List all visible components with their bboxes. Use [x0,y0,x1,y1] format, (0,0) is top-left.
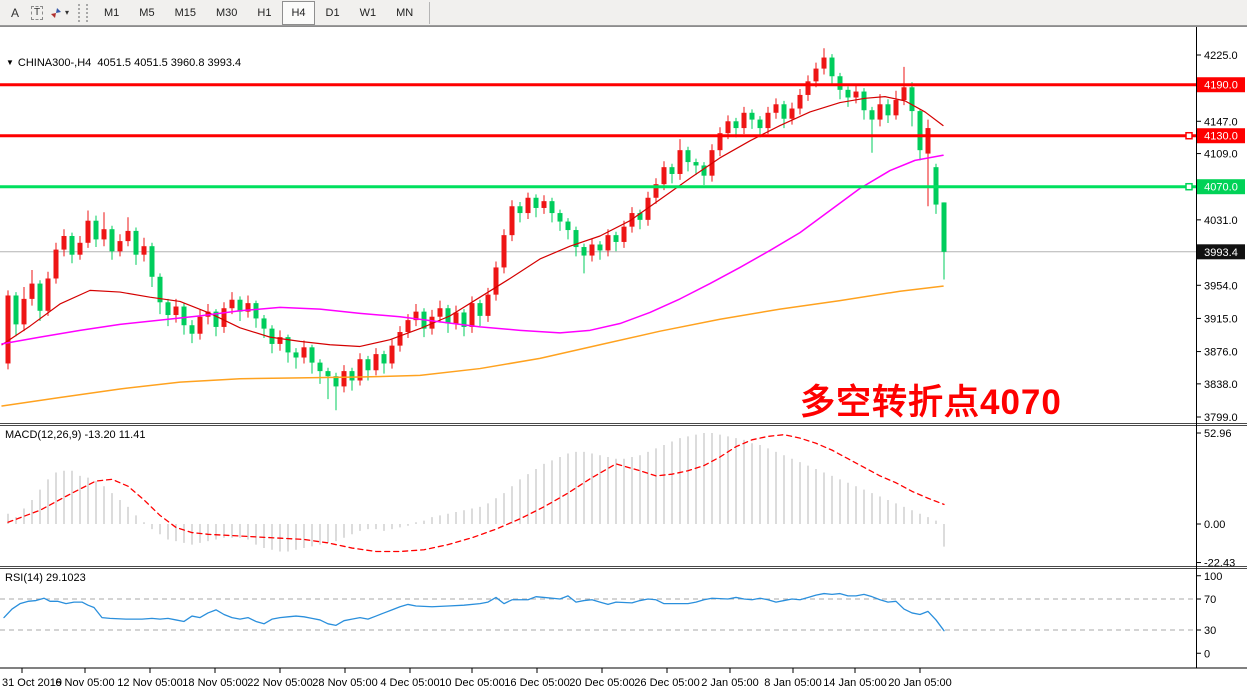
ma-fast-red [1,96,944,348]
svg-text:3915.0: 3915.0 [1204,313,1238,325]
font-tool-button[interactable]: A [5,3,25,23]
svg-text:14 Jan 05:00: 14 Jan 05:00 [823,677,887,689]
timeframe-group: M1 M5 M15 M30 H1 H4 D1 W1 MN [94,0,423,25]
svg-text:0.00: 0.00 [1204,519,1225,531]
font-tool-icon: A [10,5,19,20]
panel-frame [0,26,1247,669]
top-toolbar: A T ▾ M1 M5 M15 M30 H1 H4 D1 W1 MN [0,0,1247,26]
svg-text:4190.0: 4190.0 [1204,80,1238,92]
timeframe-button-MN[interactable]: MN [396,6,414,19]
svg-text:20 Jan 05:00: 20 Jan 05:00 [888,677,952,689]
ohlc-values: 4051.5 4051.5 3960.8 3993.4 [97,57,242,69]
svg-text:31 Oct 2019: 31 Oct 2019 [2,677,62,689]
svg-text:0: 0 [1204,648,1210,660]
ma-mid-magenta [1,154,944,345]
svg-text:22 Nov 05:00: 22 Nov 05:00 [247,677,312,689]
svg-text:4109.0: 4109.0 [1204,149,1238,161]
symbol-dropdown-icon[interactable]: ▼ [6,58,14,67]
arrows-icon [51,7,61,18]
timeframe-button-W1[interactable]: W1 [359,6,377,19]
chart-title: ▼ CHINA300-,H4 4051.5 4051.5 3960.8 3993.… [6,57,241,69]
price-badge-4190.0 [1197,77,1245,93]
svg-text:-22.43: -22.43 [1204,558,1235,570]
svg-text:20 Dec 05:00: 20 Dec 05:00 [569,677,634,689]
svg-text:10 Dec 05:00: 10 Dec 05:00 [439,677,504,689]
rsi-indicator-value: 29.1023 [45,572,86,584]
price-badge-3993.4 [1197,244,1245,260]
svg-text:52.96: 52.96 [1204,428,1232,440]
timeframe-button-H4[interactable]: H4 [282,0,315,25]
svg-text:4130.0: 4130.0 [1204,131,1238,143]
timeframe-button-D1[interactable]: D1 [325,6,340,19]
svg-text:70: 70 [1204,594,1216,606]
timeframe-button-M5[interactable]: M5 [139,6,155,19]
line-handle[interactable] [1185,131,1193,140]
price-badge-4130.0 [1197,128,1245,144]
chart-area[interactable]: 4225.04186.04147.04109.04070.04031.03993… [0,26,1247,694]
svg-text:3799.0: 3799.0 [1204,412,1238,424]
svg-text:4070.0: 4070.0 [1204,182,1238,194]
price-axis[interactable]: 4225.04186.04147.04109.04070.04031.03993… [1185,50,1245,660]
arrows-tool-button[interactable]: ▾ [49,3,69,23]
macd-label: MACD(12,26,9) -13.20 11.41 [5,429,145,441]
svg-text:18 Nov 05:00: 18 Nov 05:00 [182,677,247,689]
timeframe-button-M1[interactable]: M1 [104,6,120,19]
svg-text:30: 30 [1204,625,1216,637]
toolbar-grip[interactable] [78,3,89,22]
chart-canvas[interactable]: 4225.04186.04147.04109.04070.04031.03993… [0,26,1247,694]
macd-indicator-title: MACD(12,26,9) [5,429,82,441]
text-label-icon: T [30,5,44,20]
macd-panel[interactable] [7,432,945,553]
svg-text:3993.4: 3993.4 [1204,247,1238,259]
svg-text:3838.0: 3838.0 [1204,379,1238,391]
macd-signal-line [7,434,945,553]
svg-text:16 Dec 05:00: 16 Dec 05:00 [504,677,569,689]
text-label-tool-button[interactable]: T [27,3,47,23]
macd-indicator-values: -13.20 11.41 [84,429,146,441]
timeframe-button-M30[interactable]: M30 [215,6,238,19]
rsi-indicator-title: RSI(14) [5,572,43,584]
svg-text:4147.0: 4147.0 [1204,116,1238,128]
svg-text:4225.0: 4225.0 [1204,50,1238,62]
timeframe-button-M15[interactable]: M15 [174,6,196,19]
svg-text:28 Nov 05:00: 28 Nov 05:00 [312,677,377,689]
svg-text:3876.0: 3876.0 [1204,347,1238,359]
main-price-panel[interactable] [0,48,1196,411]
timeframe-button-H1[interactable]: H1 [257,6,272,19]
toolbar-separator [429,1,431,24]
svg-text:8 Jan 05:00: 8 Jan 05:00 [764,677,822,689]
line-handle[interactable] [1185,182,1193,191]
svg-text:26 Dec 05:00: 26 Dec 05:00 [634,677,699,689]
rsi-label: RSI(14) 29.1023 [5,572,86,584]
rsi-panel[interactable] [0,592,1196,632]
svg-text:12 Nov 05:00: 12 Nov 05:00 [117,677,182,689]
ma-slow-orange [1,285,944,407]
svg-text:6 Nov 05:00: 6 Nov 05:00 [55,677,114,689]
svg-text:2 Jan 05:00: 2 Jan 05:00 [701,677,759,689]
svg-text:4 Dec 05:00: 4 Dec 05:00 [380,677,439,689]
svg-text:3954.0: 3954.0 [1204,280,1238,292]
chart-annotation-text[interactable]: 多空转折点4070 [800,383,1062,422]
rsi-line [3,592,945,632]
chevron-down-icon: ▾ [65,8,70,17]
price-badge-4070.0 [1197,179,1245,195]
svg-text:100: 100 [1204,571,1222,583]
symbol-period-label: CHINA300-,H4 [17,57,92,69]
svg-text:4031.0: 4031.0 [1204,215,1238,227]
